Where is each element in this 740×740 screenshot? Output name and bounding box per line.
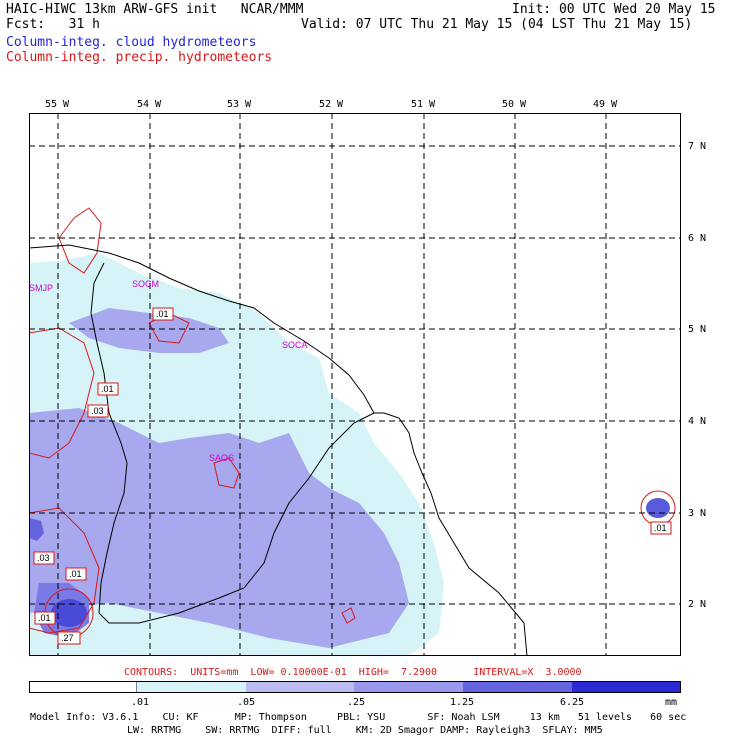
legend-swatch	[29, 681, 138, 693]
valid-time: Valid: 07 UTC Thu 21 May 15 (04 LST Thu …	[301, 17, 693, 32]
lon-label: 54 W	[137, 99, 162, 110]
lon-label: 52 W	[319, 99, 344, 110]
model-info-line-1: Model Info: V3.6.1 CU: KF MP: Thompson P…	[30, 712, 687, 723]
legend-colorbar	[29, 681, 681, 693]
station-label: SOCA	[282, 340, 308, 350]
lon-label: 55 W	[45, 99, 70, 110]
grid-lines	[29, 113, 681, 656]
coastline	[29, 244, 528, 656]
precip-contour-saos	[213, 457, 240, 489]
contour-label: .01	[69, 569, 82, 579]
cloud-cell-east	[646, 498, 670, 518]
legend-swatch	[246, 681, 354, 693]
lon-label: 50 W	[502, 99, 527, 110]
cloud-region-mid	[69, 308, 229, 353]
field-cloud-label: Column-integ. cloud hydrometeors	[6, 35, 257, 50]
legend-label: .25	[347, 697, 366, 708]
legend-label: 1.25	[450, 697, 475, 708]
map-frame	[29, 113, 681, 656]
lon-label: 49 W	[593, 99, 618, 110]
contour-label: .01	[654, 523, 667, 533]
contour-label: .03	[91, 406, 104, 416]
cloud-cell-west	[29, 518, 44, 541]
contour-label: .01	[156, 309, 169, 319]
lat-label: 2 N	[688, 599, 707, 610]
forecast-hour: Fcst: 31 h	[6, 17, 100, 32]
station-label: SOCM	[132, 279, 159, 289]
cloud-region-mid-south	[29, 408, 409, 648]
contour-label: .27	[61, 633, 74, 643]
legend-swatch	[463, 681, 572, 693]
cloud-cell-sw	[51, 599, 87, 627]
init-time: Init: 00 UTC Wed 20 May 15	[512, 2, 716, 17]
plot-title: HAIC-HIWC 13km ARW-GFS init NCAR/MMM	[6, 2, 304, 17]
precip-contour-west	[29, 327, 95, 459]
legend-swatch	[137, 681, 246, 693]
coastlines	[29, 244, 528, 656]
legend-label: .01	[131, 697, 150, 708]
legend-swatch	[354, 681, 463, 693]
cloud-shading	[29, 253, 670, 656]
precip-contour-south	[341, 607, 356, 624]
model-info-line-2: LW: RRTMG SW: RRTMG DIFF: full KM: 2D Sm…	[127, 725, 603, 736]
lat-label: 6 N	[688, 233, 707, 244]
station-label: SAOS	[209, 453, 234, 463]
legend-label: .05	[237, 697, 256, 708]
contours-info: CONTOURS: UNITS=mm LOW= 0.10000E-01 HIGH…	[124, 667, 582, 678]
lon-label: 53 W	[227, 99, 252, 110]
lat-label: 3 N	[688, 508, 707, 519]
field-precip-label: Column-integ. precip. hydrometeors	[6, 50, 273, 65]
border-west	[90, 262, 375, 624]
station-label: SMJP	[29, 283, 53, 293]
map-panel: SMJP SOCM SOCA SAOS .01 .01 .03 .01 .01 …	[29, 113, 681, 656]
contour-label: .01	[38, 613, 51, 623]
legend-label: 6.25	[560, 697, 585, 708]
contour-label: .03	[37, 553, 50, 563]
lon-label: 51 W	[411, 99, 436, 110]
lat-label: 5 N	[688, 324, 707, 335]
contour-label: .01	[101, 384, 114, 394]
lat-label: 4 N	[688, 416, 707, 427]
legend-swatch	[572, 681, 681, 693]
lat-label: 7 N	[688, 141, 707, 152]
legend-units: mm	[665, 697, 678, 708]
